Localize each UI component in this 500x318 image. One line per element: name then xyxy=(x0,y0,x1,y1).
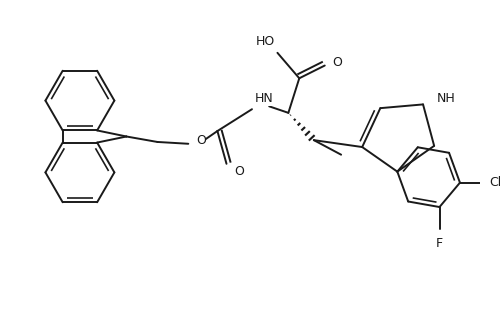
Text: HN: HN xyxy=(255,92,274,105)
Text: Cl: Cl xyxy=(490,176,500,189)
Text: F: F xyxy=(436,237,443,250)
Text: O: O xyxy=(332,56,342,69)
Text: NH: NH xyxy=(436,92,455,105)
Text: O: O xyxy=(234,165,244,178)
Text: O: O xyxy=(196,135,206,148)
Text: HO: HO xyxy=(256,35,274,48)
